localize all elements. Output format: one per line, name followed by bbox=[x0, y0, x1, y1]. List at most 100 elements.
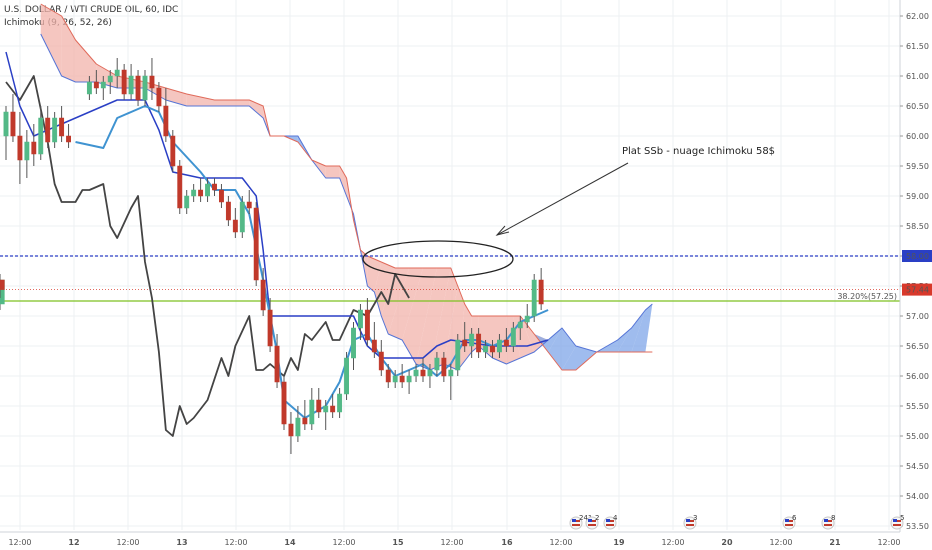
candle-bullish bbox=[191, 189, 197, 197]
candle-bearish bbox=[156, 87, 162, 107]
candle-bearish bbox=[274, 345, 280, 383]
price-tick-label: 57.00 bbox=[906, 312, 929, 321]
price-tick-label: 53.50 bbox=[906, 522, 929, 531]
candle-bullish bbox=[142, 75, 148, 101]
flag-canton bbox=[572, 519, 576, 522]
candle-bullish bbox=[510, 327, 516, 347]
cloud-segment-bearish bbox=[214, 100, 250, 106]
candle-bearish bbox=[163, 105, 169, 137]
price-tick-label: 56.50 bbox=[906, 342, 929, 351]
tenkan-sen-line bbox=[75, 105, 549, 419]
candle-bullish bbox=[358, 309, 363, 329]
flag-stripe bbox=[606, 524, 614, 526]
candle-bearish bbox=[225, 201, 231, 221]
candle-bearish bbox=[302, 417, 308, 425]
cloud-segment-bearish bbox=[325, 166, 340, 178]
price-tick-label: 62.00 bbox=[906, 12, 929, 21]
candle-bullish bbox=[392, 375, 398, 383]
fib-level-label: 38.20%(57.25) bbox=[837, 292, 897, 301]
price-tick-label: 59.00 bbox=[906, 192, 929, 201]
candle-bearish bbox=[246, 201, 252, 209]
candle-bearish bbox=[371, 339, 377, 353]
price-axis-background bbox=[900, 0, 932, 550]
time-tick-label: 12:00 bbox=[116, 538, 139, 547]
flag-canton bbox=[824, 519, 828, 522]
event-count-label: 3 bbox=[693, 514, 697, 522]
candle-bullish bbox=[434, 357, 440, 371]
candle-bearish bbox=[66, 135, 71, 143]
candle-bearish bbox=[364, 309, 370, 341]
candle-bullish bbox=[413, 369, 419, 377]
senkou-span-b-line bbox=[40, 3, 653, 371]
candle-bullish bbox=[295, 417, 301, 437]
price-tick-label: 60.50 bbox=[906, 102, 929, 111]
flag-stripe bbox=[785, 524, 793, 526]
candle-bullish bbox=[524, 315, 530, 323]
candle-bullish bbox=[3, 111, 9, 137]
time-tick-label: 14 bbox=[284, 538, 296, 547]
cloud-segment-bearish bbox=[339, 166, 347, 196]
candle-bearish bbox=[476, 333, 482, 353]
candle-bullish bbox=[531, 279, 537, 317]
candle-bearish bbox=[441, 357, 447, 377]
flag-stripe bbox=[572, 524, 580, 526]
candle-bullish bbox=[427, 369, 433, 377]
price-tick-label: 54.00 bbox=[906, 492, 929, 501]
candle-bearish bbox=[253, 207, 259, 281]
candle-bearish bbox=[135, 75, 141, 101]
candle-bullish bbox=[24, 141, 30, 161]
event-count-label: 241 bbox=[579, 514, 592, 522]
level-58-badge-label: 58.00 bbox=[906, 252, 929, 261]
candle-bullish bbox=[406, 375, 412, 383]
candle-bullish bbox=[184, 195, 190, 209]
candle-bearish bbox=[177, 165, 183, 209]
candle-bearish bbox=[45, 117, 51, 143]
cloud-segment-bearish bbox=[429, 268, 458, 370]
cloud-segment-bearish bbox=[61, 16, 76, 82]
candle-bearish bbox=[219, 189, 224, 203]
candle-bearish bbox=[378, 351, 384, 371]
candle-bearish bbox=[232, 219, 238, 233]
time-tick-label: 12:00 bbox=[224, 538, 247, 547]
candle-bearish bbox=[260, 279, 266, 311]
time-tick-label: 12:00 bbox=[877, 538, 900, 547]
time-tick-label: 21 bbox=[829, 538, 841, 547]
candle-bullish bbox=[100, 81, 106, 89]
candle-bearish bbox=[538, 279, 544, 305]
cloud-segment-bullish bbox=[631, 304, 653, 352]
time-tick-label: 12:00 bbox=[661, 538, 684, 547]
candle-bearish bbox=[10, 111, 16, 137]
cloud-segment-bearish bbox=[374, 262, 396, 316]
event-count-label: 6 bbox=[792, 514, 797, 522]
price-tick-label: 59.50 bbox=[906, 162, 929, 171]
time-tick-label: 12:00 bbox=[769, 538, 792, 547]
candle-bearish bbox=[399, 375, 405, 383]
candle-bearish bbox=[121, 69, 127, 95]
candle-bullish bbox=[323, 405, 329, 413]
time-tick-label: 12:00 bbox=[8, 538, 31, 547]
candle-bullish bbox=[128, 75, 134, 95]
candle-bearish bbox=[31, 141, 37, 155]
candle-bullish bbox=[469, 333, 475, 347]
flag-canton bbox=[893, 519, 897, 522]
price-tick-label: 61.00 bbox=[906, 72, 929, 81]
candle-bearish bbox=[490, 345, 495, 353]
cloud-segment-bearish bbox=[402, 268, 437, 364]
cloud-segment-bearish bbox=[165, 88, 187, 106]
candle-bearish bbox=[93, 81, 99, 89]
time-tick-label: 12 bbox=[68, 538, 79, 547]
candle-bullish bbox=[448, 369, 454, 377]
last-price-badge bbox=[902, 283, 932, 296]
candle-bearish bbox=[267, 309, 273, 347]
annotation-ellipse bbox=[362, 240, 514, 278]
price-tick-label: 60.00 bbox=[906, 132, 929, 141]
time-tick-label: 12:00 bbox=[440, 538, 463, 547]
event-count-label: 8 bbox=[831, 514, 835, 522]
event-count-label: 4 bbox=[613, 514, 618, 522]
price-tick-label: 54.50 bbox=[906, 462, 929, 471]
flag-stripe bbox=[686, 524, 694, 526]
candle-bearish bbox=[503, 339, 509, 347]
candle-bullish bbox=[337, 393, 343, 413]
price-tick-label: 55.50 bbox=[906, 402, 929, 411]
